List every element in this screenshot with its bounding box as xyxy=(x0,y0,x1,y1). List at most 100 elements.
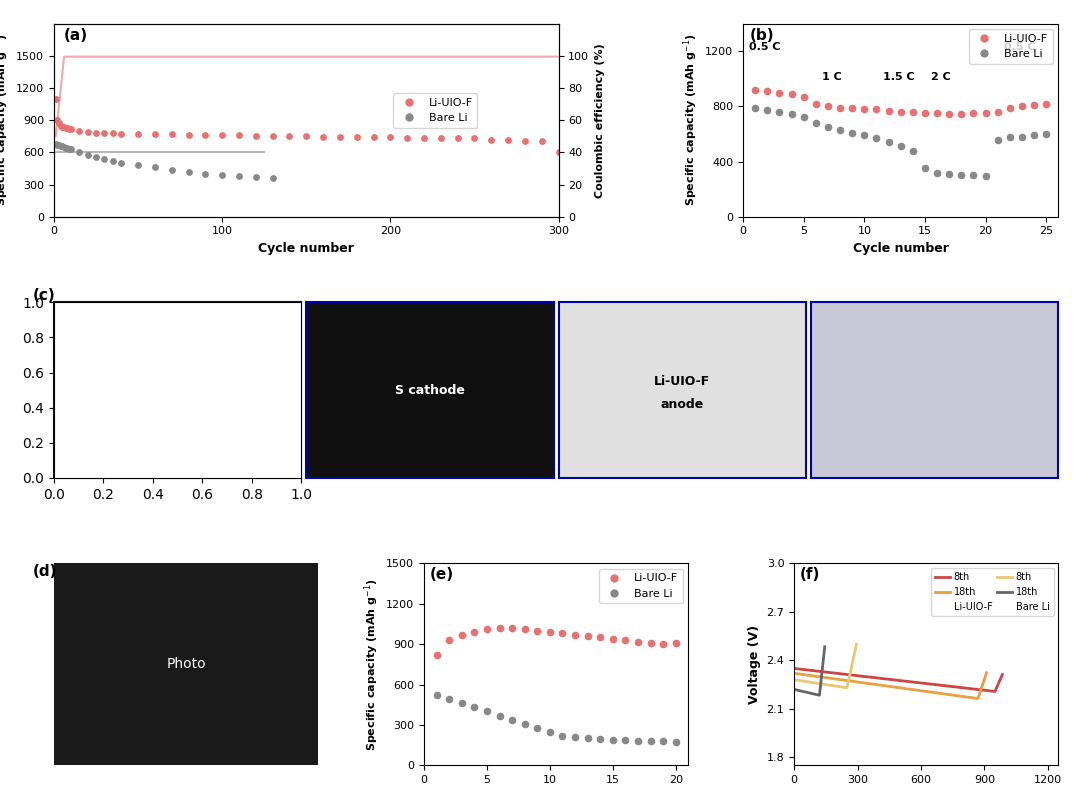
Point xyxy=(51,139,68,151)
Point xyxy=(1026,129,1043,142)
Point xyxy=(146,161,163,174)
Point xyxy=(989,133,1007,146)
Point xyxy=(892,106,909,118)
Point xyxy=(399,131,416,144)
Point xyxy=(70,146,87,159)
Point xyxy=(57,141,75,154)
Point xyxy=(1026,99,1043,111)
Point xyxy=(247,170,265,183)
Point xyxy=(55,121,72,133)
Text: (d): (d) xyxy=(32,564,57,579)
Point xyxy=(454,697,471,710)
Point xyxy=(630,635,647,648)
Point xyxy=(332,130,349,143)
Point xyxy=(1001,131,1018,144)
Point xyxy=(868,103,886,116)
Point xyxy=(214,129,231,141)
Point xyxy=(783,108,800,121)
Point xyxy=(503,622,521,634)
Point xyxy=(795,91,812,103)
Point xyxy=(79,125,96,138)
Point xyxy=(478,705,496,718)
Point xyxy=(807,97,824,110)
Point xyxy=(529,721,546,734)
Point xyxy=(516,134,534,147)
Point xyxy=(1013,130,1030,143)
Text: anode: anode xyxy=(661,398,704,410)
Text: Al: Al xyxy=(83,309,93,319)
Point xyxy=(499,134,516,147)
Point xyxy=(48,137,65,150)
Text: Ni: Ni xyxy=(257,309,267,319)
Y-axis label: Coulombic efficiency (%): Coulombic efficiency (%) xyxy=(595,43,605,197)
Point xyxy=(654,638,672,650)
Point xyxy=(163,163,180,176)
Point xyxy=(51,117,68,129)
Point xyxy=(892,140,909,153)
Point xyxy=(855,103,873,115)
Point xyxy=(642,637,659,649)
Text: 1.5 C: 1.5 C xyxy=(882,72,914,82)
Point xyxy=(820,100,837,113)
Point xyxy=(281,129,298,142)
Point xyxy=(58,122,76,135)
Point xyxy=(55,140,72,153)
Text: (b): (b) xyxy=(750,28,774,43)
Text: 1 C: 1 C xyxy=(822,72,841,82)
Point xyxy=(843,103,861,115)
Point xyxy=(746,102,764,114)
Point xyxy=(441,693,458,705)
Point xyxy=(348,131,365,144)
Point xyxy=(49,114,66,126)
Bar xyxy=(129,338,148,451)
Point xyxy=(365,131,382,144)
Point xyxy=(566,731,583,743)
Point xyxy=(541,626,558,638)
Point xyxy=(298,130,315,143)
Bar xyxy=(190,338,240,451)
Point xyxy=(247,129,265,142)
Point xyxy=(465,132,483,144)
Text: (c): (c) xyxy=(32,288,55,303)
Text: Li-UIO-F: Li-UIO-F xyxy=(654,375,711,388)
Point xyxy=(70,125,87,137)
Point xyxy=(130,128,147,140)
Text: electrolyte: electrolyte xyxy=(148,467,181,472)
Point xyxy=(771,86,788,99)
Point xyxy=(566,629,583,641)
Point xyxy=(416,132,433,144)
Point xyxy=(503,713,521,726)
Text: UIO-F₄: UIO-F₄ xyxy=(148,455,170,462)
Point xyxy=(642,735,659,747)
Point xyxy=(977,107,995,119)
Point xyxy=(604,633,621,645)
Legend: Li-UIO-F, Bare Li: Li-UIO-F, Bare Li xyxy=(393,93,477,128)
Point xyxy=(491,709,509,722)
Point xyxy=(428,689,445,701)
Point xyxy=(989,106,1007,118)
Point xyxy=(49,139,66,151)
Point xyxy=(868,132,886,144)
Point xyxy=(667,735,685,748)
Point xyxy=(953,168,970,181)
Y-axis label: Specific capacity (mAh g$^{-1}$): Specific capacity (mAh g$^{-1}$) xyxy=(0,34,11,207)
Point xyxy=(929,166,946,179)
Point xyxy=(617,634,634,646)
Text: Li anode: Li anode xyxy=(244,396,274,402)
Point xyxy=(554,729,571,742)
Point xyxy=(771,106,788,118)
Text: (f): (f) xyxy=(799,567,820,582)
Point xyxy=(516,717,534,730)
Text: (e): (e) xyxy=(430,567,454,582)
Point xyxy=(904,144,921,157)
Point xyxy=(105,127,122,140)
Point xyxy=(667,637,685,649)
Y-axis label: Specific capacity (mAh g$^{-1}$): Specific capacity (mAh g$^{-1}$) xyxy=(681,34,700,207)
Point xyxy=(904,106,921,118)
Text: separator: separator xyxy=(123,366,130,400)
Point xyxy=(214,169,231,181)
Point xyxy=(1001,102,1018,114)
Point xyxy=(112,157,130,170)
Point xyxy=(654,735,672,748)
Point xyxy=(832,124,849,136)
